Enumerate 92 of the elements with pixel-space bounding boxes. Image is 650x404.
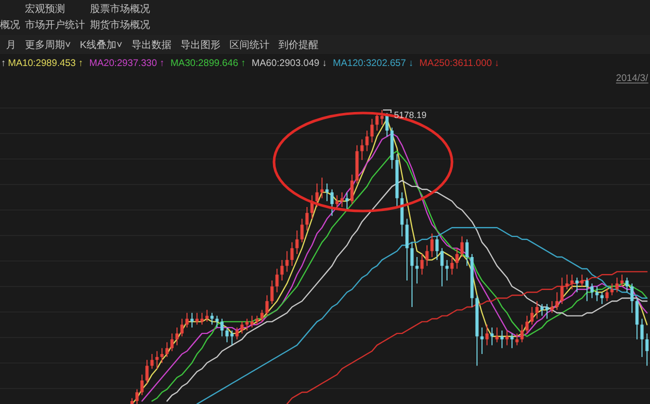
candlestick	[175, 327, 179, 346]
candlestick	[380, 110, 384, 126]
candlestick	[140, 374, 144, 396]
candlestick	[535, 300, 539, 320]
candlestick	[435, 236, 439, 260]
candlestick	[330, 188, 334, 216]
note: 5178.19	[382, 110, 427, 120]
candlestick	[325, 183, 329, 202]
candlestick	[230, 330, 234, 346]
annotation: 5178.19	[394, 110, 427, 120]
candlestick	[525, 315, 529, 334]
candlestick	[385, 112, 389, 137]
candlestick	[155, 350, 159, 370]
candlestick	[645, 332, 649, 366]
candlestick	[455, 248, 459, 270]
candlestick	[190, 312, 194, 328]
candlestick	[165, 342, 169, 358]
candlestick	[460, 236, 464, 258]
candlestick	[540, 304, 544, 316]
candlestick	[585, 277, 589, 302]
candlestick	[225, 327, 229, 343]
candlestick	[290, 242, 294, 266]
candlestick	[490, 327, 494, 346]
candlestick	[150, 354, 154, 370]
candlestick	[405, 218, 409, 282]
candlestick	[275, 268, 279, 293]
candlestick	[625, 277, 629, 293]
candlestick	[570, 274, 574, 290]
candlestick	[345, 192, 349, 210]
candlestick	[430, 232, 434, 258]
candlestick	[315, 183, 319, 208]
candlestick	[375, 112, 379, 132]
candlestick	[235, 327, 239, 340]
candlestick	[640, 318, 644, 358]
candlestick	[335, 194, 339, 210]
candlestick	[445, 259, 449, 282]
candlestick	[590, 282, 594, 299]
candlestick	[280, 259, 284, 282]
candlestick	[575, 277, 579, 293]
candlestick	[495, 327, 499, 343]
candlestick	[265, 294, 269, 316]
candlestick	[465, 238, 469, 266]
candlestick	[215, 315, 219, 328]
candlestick	[285, 250, 289, 272]
candlestick	[440, 248, 444, 287]
candlestick	[510, 332, 514, 349]
candlestick	[250, 315, 254, 328]
candlestick	[320, 177, 324, 199]
candlestick	[515, 332, 519, 346]
candlestick	[550, 300, 554, 314]
candlestick	[170, 332, 174, 352]
candlestick	[240, 321, 244, 334]
candlestick	[600, 292, 604, 305]
candlestick	[450, 256, 454, 276]
candlestick	[160, 348, 164, 364]
candlestick	[370, 118, 374, 143]
candlestick	[610, 282, 614, 296]
candlestick	[135, 388, 139, 404]
candlestick	[410, 242, 414, 308]
legend: MA10:2989.453 ↑ MA20:2937.330 ↑ MA30:2899.646 ↑ MA60:2903.049 ↓ MA120:3202.657 ↓ MA250:3611.000 ↓	[8, 58, 500, 69]
candlestick	[145, 359, 149, 384]
candlestick	[580, 274, 584, 287]
candlestick	[180, 318, 184, 337]
candlestick	[530, 306, 534, 326]
candlestick	[365, 130, 369, 152]
candlestick	[620, 274, 624, 287]
candlestick	[305, 206, 309, 232]
candlestick	[220, 318, 224, 337]
candlestick	[615, 277, 619, 293]
candlestick	[560, 277, 564, 305]
candlestick	[350, 174, 354, 205]
candlestick	[565, 274, 569, 290]
candlestick	[415, 256, 419, 284]
candlestick	[545, 304, 549, 320]
candlestick	[420, 254, 424, 276]
candlestick	[195, 312, 199, 326]
candlestick	[480, 327, 484, 355]
candlestick	[520, 324, 524, 343]
candlestick	[425, 244, 429, 266]
candlestick	[270, 280, 274, 305]
candlestick	[340, 192, 344, 208]
candlestick	[485, 324, 489, 346]
candlestick	[295, 230, 299, 255]
candlestick	[500, 330, 504, 349]
candlestick	[200, 312, 204, 326]
candlestick	[635, 298, 639, 340]
candlestick	[505, 330, 509, 346]
candlestick	[555, 292, 559, 310]
candlestick	[245, 318, 249, 331]
candlestick	[185, 312, 189, 328]
candlestick	[630, 282, 634, 314]
candlestick	[300, 218, 304, 243]
